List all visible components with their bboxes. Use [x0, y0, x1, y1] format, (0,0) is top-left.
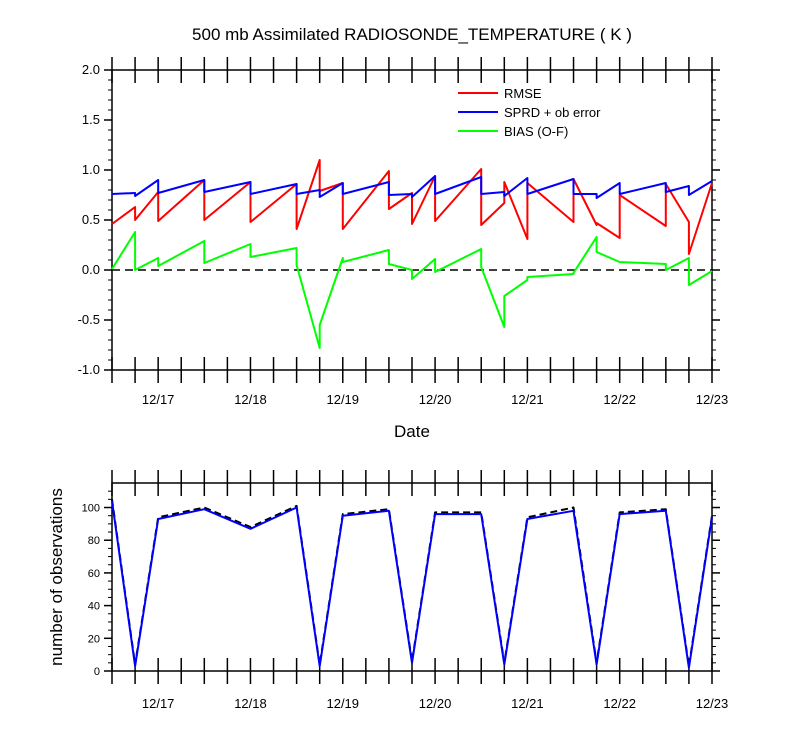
- top-series: [111, 159, 713, 349]
- y-tick-label: -0.5: [78, 312, 100, 327]
- series-line-bias-o-f: [111, 231, 713, 349]
- y-tick-label: 20: [88, 633, 100, 645]
- y-axis-title-observations: number of observations: [47, 488, 66, 666]
- x-tick-label: 12/20: [419, 696, 452, 711]
- legend: RMSE SPRD + ob error BIAS (O-F): [458, 86, 601, 139]
- x-tick-label: 12/22: [603, 392, 636, 407]
- legend-label-bias: BIAS (O-F): [504, 124, 568, 139]
- x-tick-label: 12/20: [419, 392, 452, 407]
- y-tick-label: 1.5: [82, 112, 100, 127]
- x-axis-title: Date: [394, 422, 430, 441]
- top-chart: 500 mb Assimilated RADIOSONDE_TEMPERATUR…: [78, 25, 729, 441]
- bottom-series: [111, 499, 713, 669]
- x-tick-label: 12/23: [696, 696, 729, 711]
- y-tick-label: 0.0: [82, 262, 100, 277]
- y-tick-label: 80: [88, 535, 100, 547]
- x-tick-label: 12/21: [511, 392, 544, 407]
- x-tick-label: 12/17: [142, 392, 175, 407]
- y-tick-label: 1.0: [82, 162, 100, 177]
- bottom-ticks: 0 20 40 60 80 100 12/17 12/18 12/19 12/20 12/21 12/…: [82, 470, 729, 711]
- x-tick-label: 12/18: [234, 392, 267, 407]
- y-tick-label: -1.0: [78, 362, 100, 377]
- top-ticks: -1.0 -0.5 0.0 0.5 1.0 1.5 2.0 12/17 12/18 12/19 12…: [78, 57, 729, 407]
- y-tick-label: 60: [88, 568, 100, 580]
- chart-title: 500 mb Assimilated RADIOSONDE_TEMPERATUR…: [192, 25, 632, 44]
- bottom-chart: 0 20 40 60 80 100 12/17 12/18 12/19 12/20 12/21 12/…: [47, 470, 728, 711]
- y-tick-label: 0: [94, 666, 100, 678]
- legend-label-rmse: RMSE: [504, 86, 542, 101]
- x-tick-label: 12/17: [142, 696, 175, 711]
- x-tick-label: 12/19: [326, 392, 359, 407]
- series-line-possible: [111, 499, 713, 668]
- y-tick-label: 0.5: [82, 212, 100, 227]
- bottom-plot-frame: [111, 482, 713, 672]
- x-tick-label: 12/19: [326, 696, 359, 711]
- x-tick-label: 12/23: [696, 392, 729, 407]
- series-line-assimilated: [111, 500, 713, 669]
- y-tick-label: 40: [88, 601, 100, 613]
- y-tick-label: 2.0: [82, 62, 100, 77]
- y-tick-label: 100: [82, 503, 100, 515]
- x-tick-label: 12/21: [511, 696, 544, 711]
- legend-label-sprd: SPRD + ob error: [504, 105, 601, 120]
- series-line-rmse: [111, 159, 713, 255]
- series-line-sprd-ob-error: [111, 175, 713, 199]
- x-tick-label: 12/22: [603, 696, 636, 711]
- x-tick-label: 12/18: [234, 696, 267, 711]
